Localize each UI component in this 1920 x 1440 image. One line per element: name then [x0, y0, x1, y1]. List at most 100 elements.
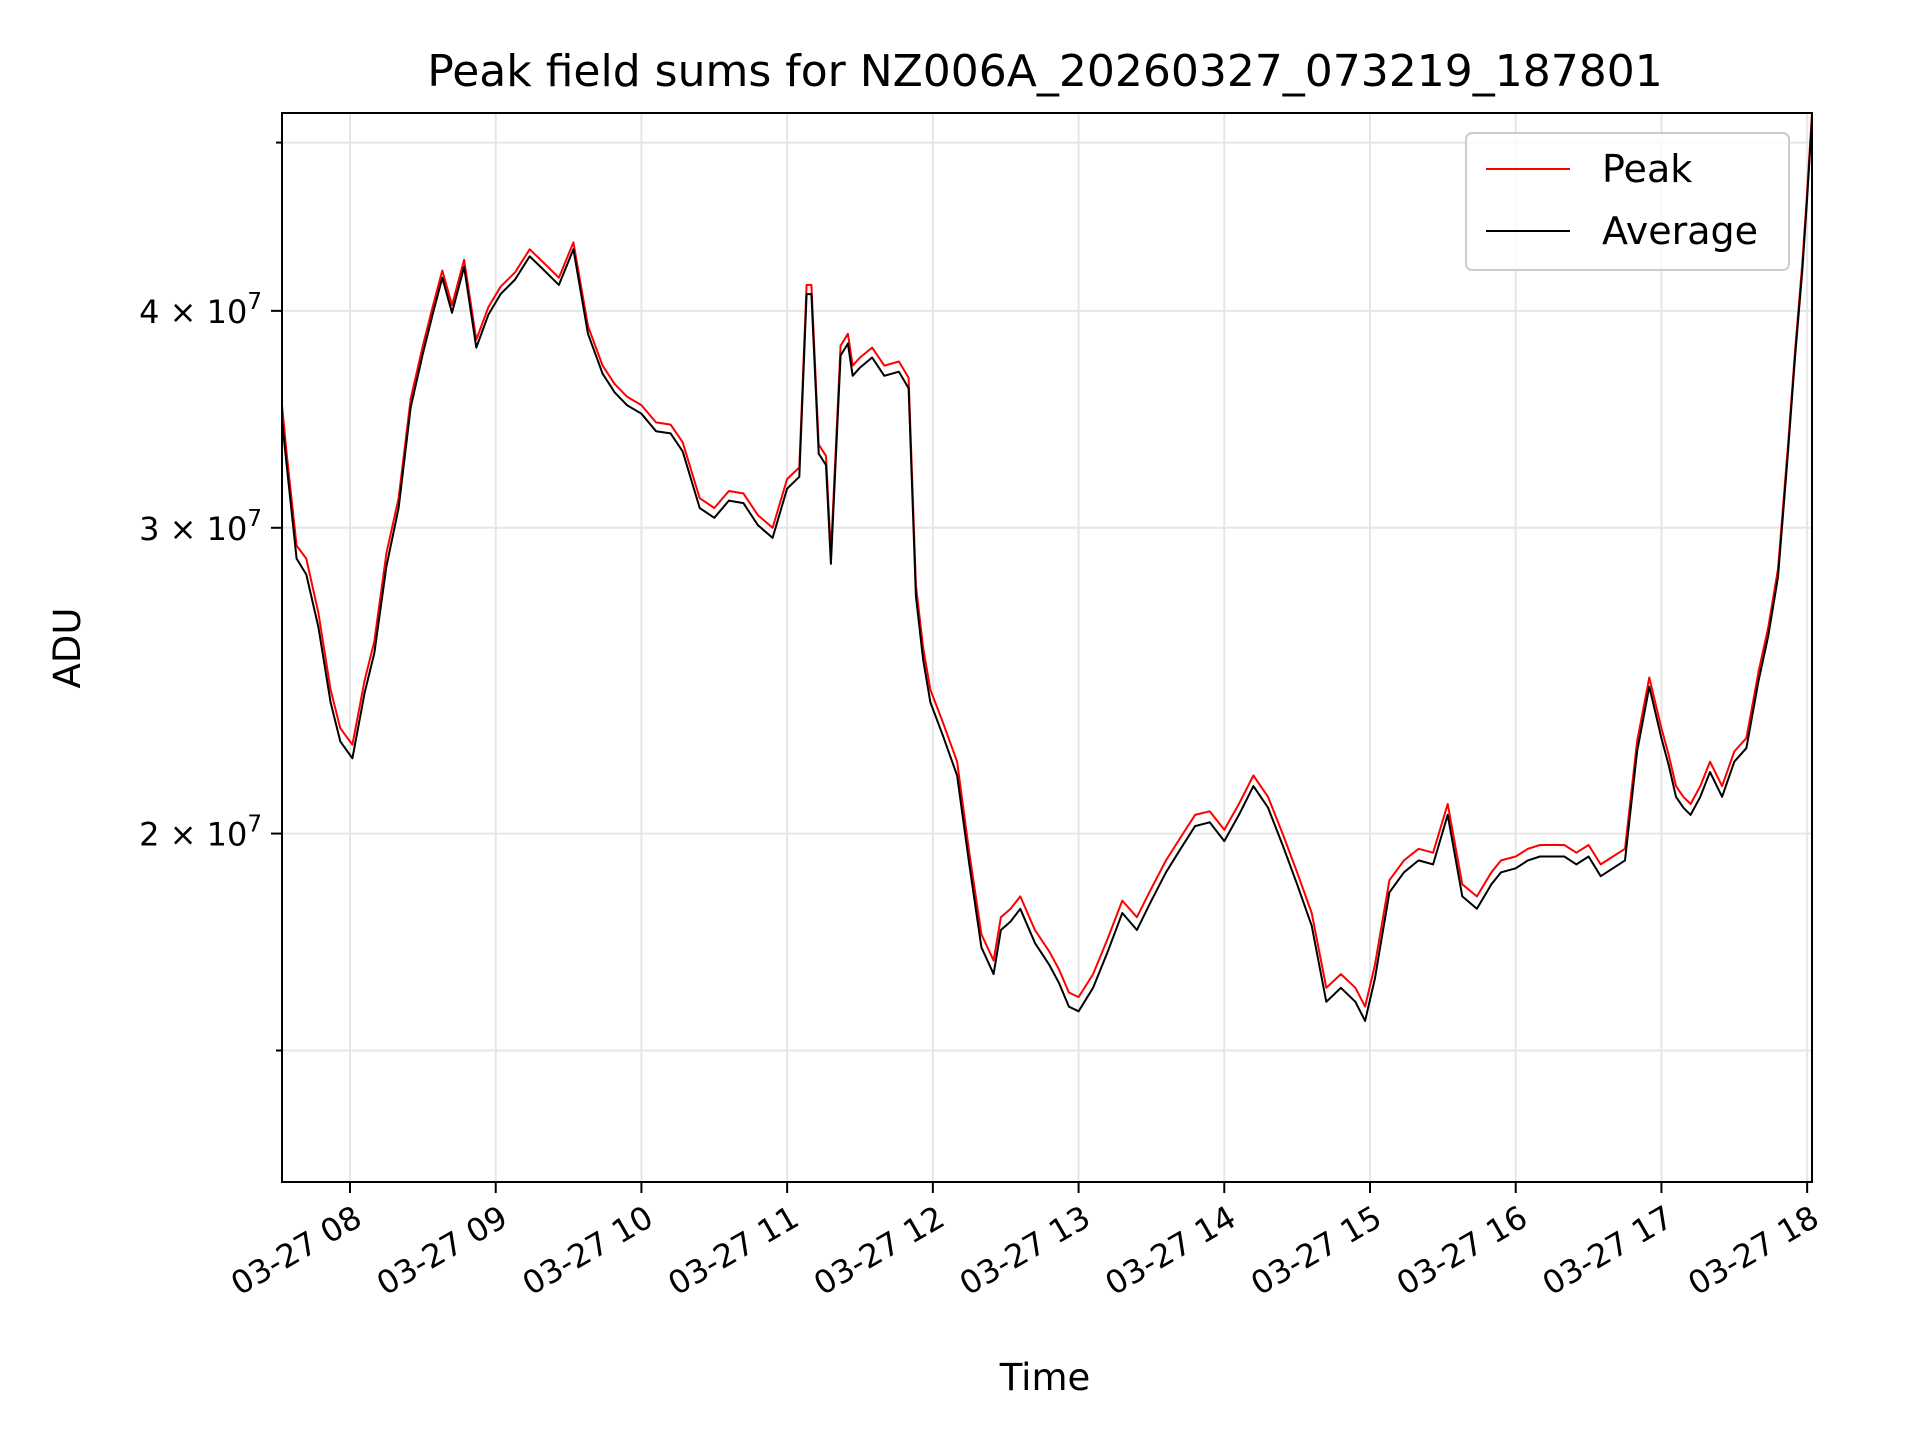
data-point-peak — [317, 612, 320, 614]
data-point-peak — [1648, 676, 1651, 679]
y-tick-mantissa: 3 — [139, 510, 159, 548]
data-point-average — [847, 342, 849, 345]
data-point-peak — [1000, 916, 1002, 918]
data-point-peak — [431, 306, 434, 308]
data-point-peak — [1733, 750, 1736, 753]
data-point-average — [1786, 455, 1789, 457]
y-tick-mantissa: 2 — [139, 816, 159, 854]
data-point-peak — [385, 552, 388, 555]
data-point-average — [1806, 198, 1808, 200]
data-point-average — [305, 573, 308, 576]
data-point-peak — [1325, 987, 1328, 989]
data-point-peak — [1058, 968, 1060, 971]
data-point-peak — [601, 364, 604, 367]
data-point-average — [655, 430, 657, 433]
data-point-average — [286, 466, 288, 469]
data-point-average — [1733, 760, 1736, 763]
data-point-peak — [968, 851, 971, 854]
data-point-average — [915, 595, 917, 597]
data-point-peak — [681, 441, 684, 444]
plot-frame — [281, 112, 1813, 1183]
data-point-average — [839, 354, 842, 357]
data-point-average — [1364, 1020, 1366, 1022]
y-tick-base: 10 — [207, 816, 248, 854]
y-tick-exponent: 7 — [247, 812, 262, 838]
data-point-average — [871, 356, 873, 359]
data-point-average — [487, 313, 490, 316]
data-point-average — [1092, 987, 1094, 989]
data-point-peak — [1667, 754, 1670, 756]
data-point-average — [1667, 764, 1670, 766]
data-point-average — [385, 565, 388, 568]
data-point-peak — [1757, 670, 1760, 673]
data-point-peak — [1403, 859, 1405, 862]
data-point-average — [898, 370, 900, 373]
data-point-peak — [757, 514, 759, 517]
data-point-average — [1121, 912, 1124, 914]
data-point-average — [742, 502, 745, 504]
data-point-peak — [572, 241, 575, 244]
data-point-average — [1514, 867, 1517, 870]
y-tick-base: 10 — [207, 510, 248, 548]
data-point-average — [713, 517, 716, 519]
data-point-average — [422, 352, 424, 355]
x-axis-label: Time — [999, 1356, 1091, 1399]
data-point-average — [728, 499, 730, 502]
data-point-average — [1000, 929, 1002, 931]
data-point-peak — [771, 527, 774, 529]
series-lines — [281, 112, 1813, 1022]
data-point-average — [1432, 863, 1434, 866]
data-point-average — [805, 293, 808, 295]
data-point-peak — [1636, 740, 1638, 743]
data-point-average — [1500, 871, 1502, 874]
data-point-peak — [1223, 829, 1226, 831]
data-point-average — [1767, 634, 1770, 637]
data-point-average — [1660, 737, 1663, 739]
data-point-peak — [626, 395, 628, 398]
data-point-peak — [929, 689, 932, 691]
legend-box — [1465, 132, 1790, 271]
data-point-peak — [487, 306, 490, 308]
data-point-peak — [1575, 851, 1578, 854]
data-point-peak — [1340, 973, 1342, 975]
data-point-average — [451, 311, 453, 314]
data-point-average — [956, 774, 958, 777]
data-point-average — [1388, 891, 1391, 894]
data-point-peak — [1121, 899, 1124, 902]
data-point-peak — [883, 364, 886, 367]
data-point-peak — [1527, 848, 1529, 850]
data-point-average — [1325, 1001, 1328, 1003]
data-point-peak — [713, 507, 716, 509]
data-point-average — [980, 946, 983, 949]
data-point-average — [1446, 814, 1449, 816]
data-point-peak — [1281, 832, 1284, 835]
data-point-peak — [786, 478, 788, 480]
data-point-peak — [1179, 836, 1182, 839]
data-point-peak — [1675, 785, 1677, 787]
data-point-peak — [669, 423, 672, 426]
data-point-average — [1563, 855, 1566, 858]
data-point-average — [1150, 899, 1153, 902]
legend-label-average: Average — [1602, 209, 1758, 253]
legend: Peak Average — [1465, 132, 1790, 271]
data-point-peak — [558, 276, 560, 279]
data-point-peak — [1034, 929, 1036, 931]
data-point-peak — [941, 720, 944, 723]
data-point-peak — [514, 271, 516, 274]
data-point-average — [441, 276, 444, 279]
data-point-peak — [1267, 796, 1269, 798]
data-point-average — [528, 255, 531, 258]
data-point-peak — [847, 333, 849, 335]
data-point-peak — [1446, 803, 1449, 805]
data-point-average — [1340, 987, 1342, 989]
data-point-average — [514, 278, 516, 281]
y-tick-times: × — [159, 510, 206, 548]
data-point-average — [363, 692, 366, 694]
data-point-peak — [839, 344, 842, 347]
data-point-average — [929, 701, 932, 704]
data-point-average — [640, 412, 643, 415]
data-point-average — [1777, 576, 1779, 578]
data-point-peak — [1476, 895, 1478, 898]
data-point-peak — [1165, 859, 1167, 862]
